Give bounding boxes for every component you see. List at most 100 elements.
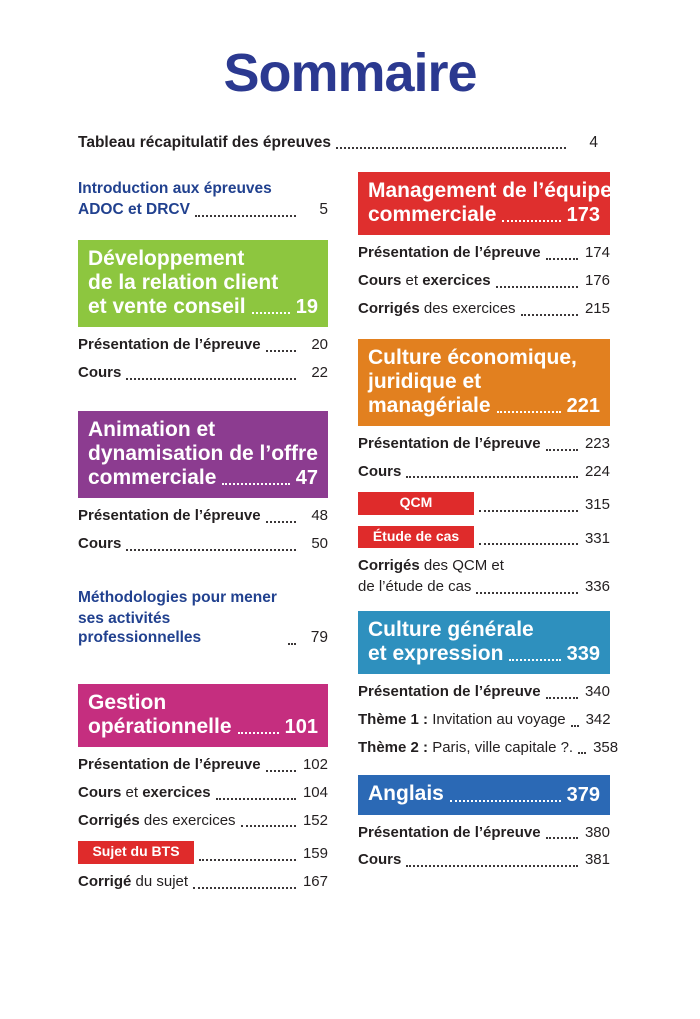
toc-entry-sujet-du-bts: Sujet du BTS 159 [78,841,328,864]
toc-columns: Introduction aux épreuves ADOC et DRCV 5… [78,170,700,892]
page-number: 152 [302,811,328,829]
dotted-leader [502,220,561,223]
page-number: 174 [584,244,610,262]
page-number: 339 [566,643,600,666]
page-number: 215 [584,299,610,317]
dotted-leader [509,659,561,662]
dotted-leader [578,752,587,755]
entry-label: de l’étude de cas [358,578,472,596]
toc-entry-etude-de-cas: Étude de cas 331 [358,525,610,549]
section-title-line: Culture économique, [368,345,577,369]
entry-label: Tableau récapitulatif des épreuves [78,134,331,151]
section-title-line: commerciale [88,465,217,489]
dotted-leader [265,769,296,772]
toc-entry-corriges-qcm: Corrigés des QCM et de l’étude de cas 33… [358,557,610,596]
page-number: 5 [319,201,328,219]
page-number: 340 [584,683,610,701]
dotted-leader [545,448,578,451]
dotted-leader [449,799,561,802]
dotted-leader [495,285,578,288]
red-badge: Étude de cas [358,525,474,549]
toc-entry: Cours 50 [78,534,328,552]
section-header-cejm: Culture économique, juridique et managér… [358,338,610,426]
page-number: 221 [566,394,600,417]
dotted-leader [545,837,578,840]
section-header-animation: Animation et dynamisation de l’offre com… [78,410,328,499]
dotted-leader [265,349,296,352]
page-number: 4 [589,134,598,151]
toc-entry: Corrigés des exercices 152 [78,811,328,829]
section-title-line: et expression [368,642,504,666]
page-number: 342 [585,710,611,728]
sommaire-page: Sommaire Tableau récapitulatif des épreu… [0,46,700,1019]
page-number: 173 [566,204,600,227]
entry-label: Introduction aux épreuves [78,180,272,197]
left-column: Introduction aux épreuves ADOC et DRCV 5… [78,170,328,892]
toc-entry: Cours et exercices 104 [78,783,328,801]
right-column: Management de l’équipe commerciale 173 P… [358,170,619,892]
page-number: 380 [584,823,610,841]
dotted-leader [193,886,296,889]
section-header-gestion: Gestion opérationnelle 101 [78,683,328,747]
section-title-line: juridique et [368,369,482,393]
page-number: 20 [311,336,328,354]
section-title-line: Animation et [88,417,216,441]
page-number: 224 [584,462,610,480]
dotted-leader [496,410,561,413]
page-number: 79 [310,629,328,647]
dotted-leader [406,476,578,479]
dotted-leader [215,797,296,800]
dotted-leader [335,147,566,149]
red-badge: QCM [358,492,474,515]
toc-entry: Présentation de l’épreuve 20 [78,336,328,354]
section-title-line: opérationnelle [88,714,232,738]
dotted-leader [194,214,296,217]
page-number: 358 [593,738,619,756]
toc-entry: Corrigés des exercices 215 [358,299,610,317]
toc-entry: Cours et exercices 176 [358,272,610,290]
section-title-line: Développement [88,246,245,270]
page-number: 331 [584,529,610,547]
page-number: 104 [302,783,328,801]
section-title-line: Anglais [368,782,444,806]
page-number: 50 [311,534,328,552]
section-header-anglais: Anglais 379 [358,775,610,815]
page-number: 101 [284,716,318,738]
dotted-leader [479,543,578,546]
page-number: 22 [311,363,328,381]
dotted-leader [406,865,578,868]
toc-entry: Thème 1 : Invitation au voyage 342 [358,710,611,728]
page-number: 379 [566,783,600,806]
toc-entry-tableau-recapitulatif: Tableau récapitulatif des épreuves 4 [78,134,610,152]
dotted-leader [199,858,296,861]
toc-entry-methodologies: Méthodologies pour mener ses activités p… [78,588,328,648]
page-number: 336 [584,578,610,596]
dotted-leader [222,483,290,486]
page-number: 102 [302,756,328,773]
page-number: 47 [295,467,318,490]
section-header-management: Management de l’équipe commerciale 173 [358,172,612,236]
toc-entry: Cours 381 [358,851,610,869]
dotted-leader [545,696,578,699]
section-title-line: dynamisation de l’offre [88,441,318,465]
page-number: 167 [302,872,328,890]
page-number: 223 [584,434,610,452]
page-number: 19 [295,296,318,319]
toc-entry: Présentation de l’épreuve 102 [78,756,328,773]
section-title-line: et vente conseil [88,295,246,319]
dotted-leader [570,724,579,727]
toc-entry: Présentation de l’épreuve 223 [358,434,610,452]
section-title-line: Management de l’équipe [368,179,612,202]
toc-entry-introduction: Introduction aux épreuves ADOC et DRCV 5 [78,179,328,220]
section-title-line: de la relation client [88,270,279,294]
page-number: 381 [584,851,610,869]
toc-entry: Thème 2 : Paris, ville capitale ?. 358 [358,738,619,756]
entry-label: ses activités professionnelles [78,609,202,647]
dotted-leader [237,732,279,734]
page-title: Sommaire [223,43,477,103]
dotted-leader [126,548,296,551]
toc-entry: Cours 224 [358,462,610,480]
dotted-leader [240,825,296,828]
section-title-line: Culture générale [368,617,534,641]
page-number: 315 [584,496,610,514]
